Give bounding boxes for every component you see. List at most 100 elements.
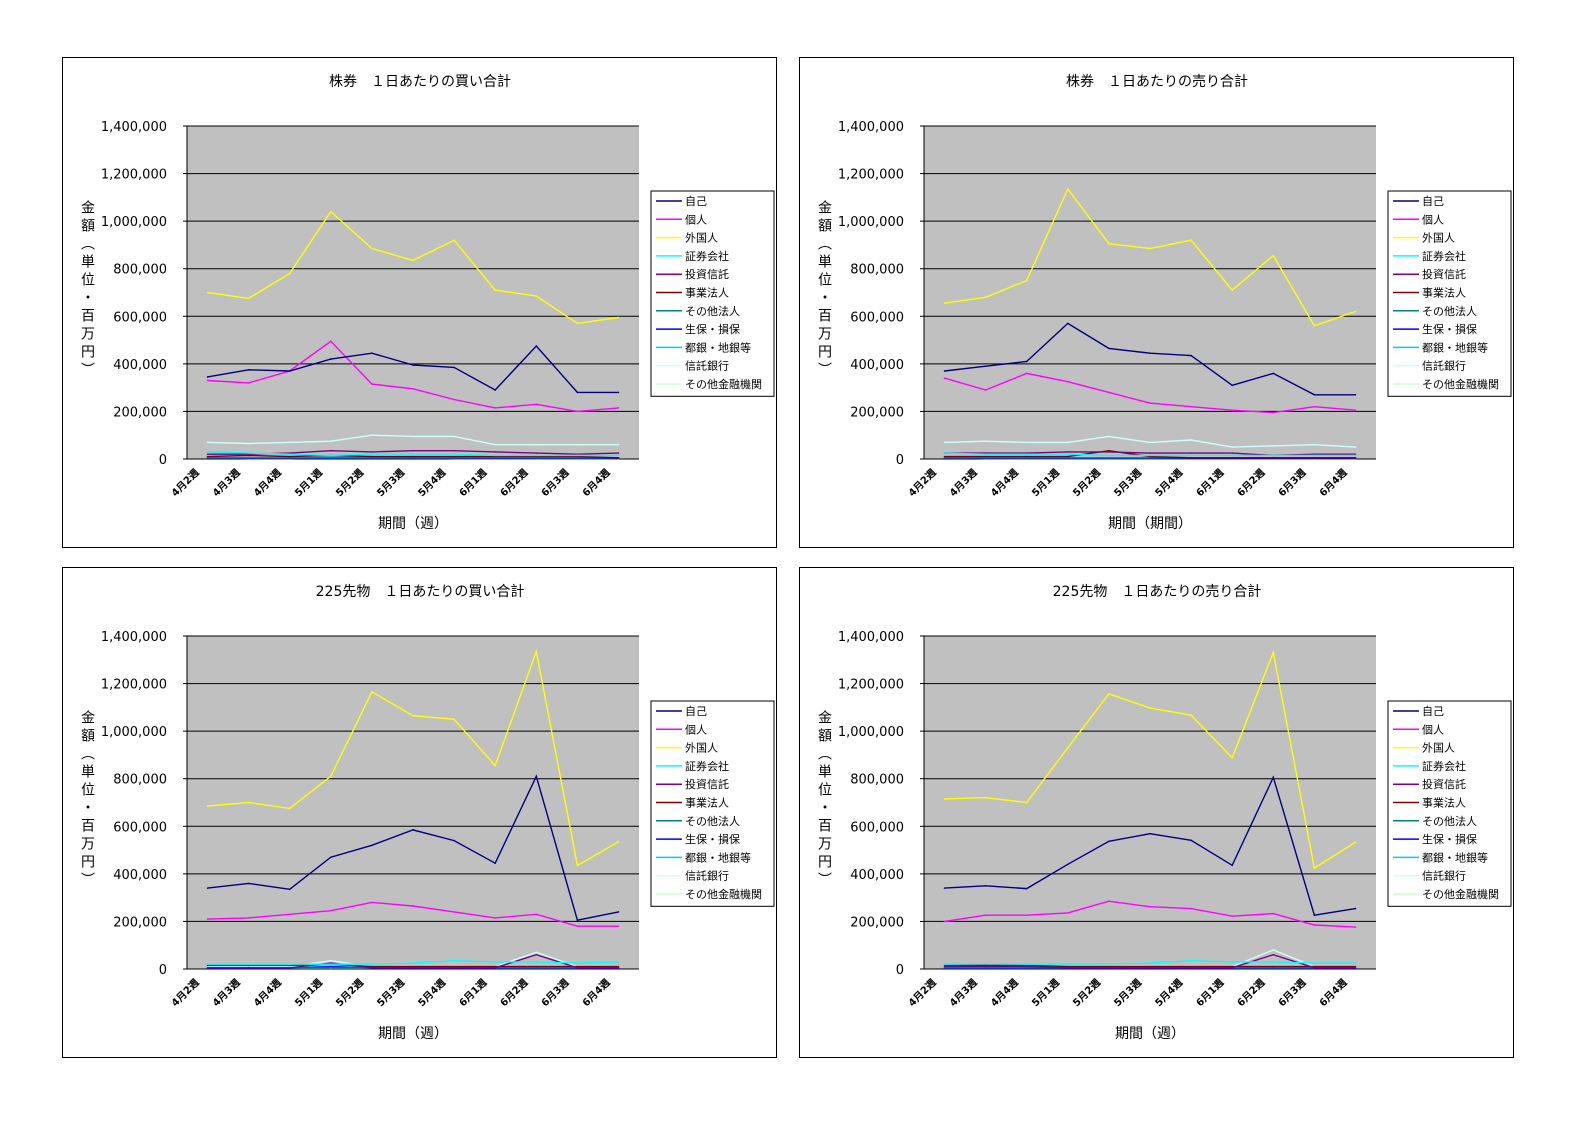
x-tick-label: 5月4週 — [1153, 467, 1185, 499]
data-point — [247, 965, 250, 968]
data-point — [371, 247, 373, 250]
legend-label: 外国人 — [685, 742, 718, 755]
y-tick-label: 200,000 — [850, 405, 904, 420]
data-point — [1231, 864, 1233, 867]
data-point — [535, 457, 538, 459]
data-point — [1067, 453, 1069, 456]
x-tick-label: 6月4週 — [1317, 467, 1349, 499]
data-point — [1149, 455, 1151, 458]
data-point — [617, 967, 620, 969]
data-point — [1190, 454, 1192, 457]
data-point — [453, 457, 455, 459]
data-point — [984, 457, 987, 459]
data-point — [1231, 961, 1233, 963]
data-point — [453, 455, 455, 458]
x-tick-label: 6月3週 — [539, 467, 571, 499]
x-tick-label: 5月4週 — [416, 467, 448, 499]
data-point — [412, 435, 414, 438]
data-point — [1272, 949, 1275, 951]
data-point — [1231, 454, 1233, 457]
data-point — [247, 457, 250, 459]
data-point — [1190, 839, 1192, 842]
data-point — [617, 454, 620, 457]
data-point — [1272, 967, 1275, 969]
legend — [650, 700, 775, 907]
data-point — [330, 959, 332, 962]
data-point — [984, 365, 987, 368]
data-point — [288, 452, 291, 454]
legend-label: 生保・損保 — [685, 322, 740, 336]
y-axis-title: 金額（単位・百万円） — [79, 710, 95, 890]
data-point — [984, 962, 987, 965]
data-point — [1149, 832, 1151, 835]
x-tick-label: 4月3週 — [210, 977, 242, 1009]
data-point — [412, 453, 414, 456]
x-tick-label: 5月2週 — [334, 977, 366, 1009]
data-point — [412, 962, 414, 964]
data-point — [1190, 967, 1192, 969]
data-point — [206, 451, 209, 453]
data-point — [494, 451, 496, 453]
chart-futures-buy: 225先物 １日あたりの買い合計 0 200,000 400,000 600,000 80… — [62, 567, 777, 1058]
data-point — [494, 454, 496, 457]
data-point — [576, 925, 579, 927]
data-point — [1108, 692, 1110, 695]
data-point — [247, 801, 250, 804]
chart-svg: 225先物 １日あたりの買い合計 0 200,000 400,000 600,000 80… — [79, 584, 775, 1042]
data-point — [206, 805, 209, 807]
data-point — [330, 775, 332, 778]
data-point — [1067, 967, 1069, 969]
data-point — [412, 965, 414, 968]
data-point — [1067, 441, 1069, 444]
data-point — [617, 961, 620, 963]
x-tick-label: 6月4週 — [1317, 977, 1349, 1009]
x-tick-label: 4月2週 — [906, 977, 938, 1009]
data-point — [535, 951, 538, 954]
data-point — [984, 965, 987, 968]
legend — [1387, 190, 1512, 397]
legend-label: その他金融機関 — [1422, 887, 1499, 901]
data-point — [1149, 352, 1151, 354]
data-point — [535, 452, 538, 454]
data-point — [1190, 714, 1192, 717]
y-axis-title: 金額（単位・百万円） — [816, 200, 832, 380]
x-tick-label: 6月2週 — [1235, 977, 1267, 1009]
data-point — [330, 358, 332, 360]
data-point — [494, 967, 496, 969]
x-tick-label: 4月2週 — [169, 467, 201, 499]
data-point — [371, 691, 373, 693]
data-point — [1149, 247, 1151, 250]
data-point — [535, 403, 538, 406]
data-point — [453, 959, 455, 962]
legend-label: 自己 — [1422, 195, 1444, 208]
data-point — [943, 455, 946, 458]
x-tick-label: 5月1週 — [1029, 977, 1061, 1009]
x-tick-label: 4月4週 — [251, 467, 283, 499]
legend-label: 事業法人 — [1422, 796, 1466, 810]
chart-title: 株券 １日あたりの買い合計 — [329, 74, 511, 90]
legend-label: 投資信託 — [1422, 777, 1466, 791]
plot-area — [924, 636, 1376, 969]
legend-label: 生保・損保 — [1422, 322, 1477, 336]
y-tick-label: 1,000,000 — [101, 215, 167, 230]
data-point — [1025, 914, 1028, 917]
x-tick-label: 6月3週 — [539, 977, 571, 1009]
data-point — [984, 389, 987, 391]
data-point — [617, 457, 620, 459]
data-point — [535, 953, 538, 956]
data-point — [1067, 746, 1069, 749]
data-point — [1313, 457, 1316, 459]
data-point — [206, 441, 209, 444]
data-point — [247, 382, 250, 384]
data-point — [1149, 962, 1151, 964]
legend-label: その他法人 — [685, 304, 740, 318]
data-point — [1354, 967, 1357, 969]
y-tick-label: 200,000 — [113, 405, 167, 420]
x-tick-label: 5月1週 — [292, 977, 324, 1009]
legend-label: その他法人 — [1422, 304, 1477, 318]
data-point — [288, 370, 291, 372]
chart-svg: 225先物 １日あたりの売り合計 0 200,000 400,000 600,000 80… — [816, 584, 1512, 1042]
y-tick-label: 0 — [896, 453, 904, 468]
data-point — [412, 829, 414, 831]
data-point — [1149, 967, 1151, 969]
